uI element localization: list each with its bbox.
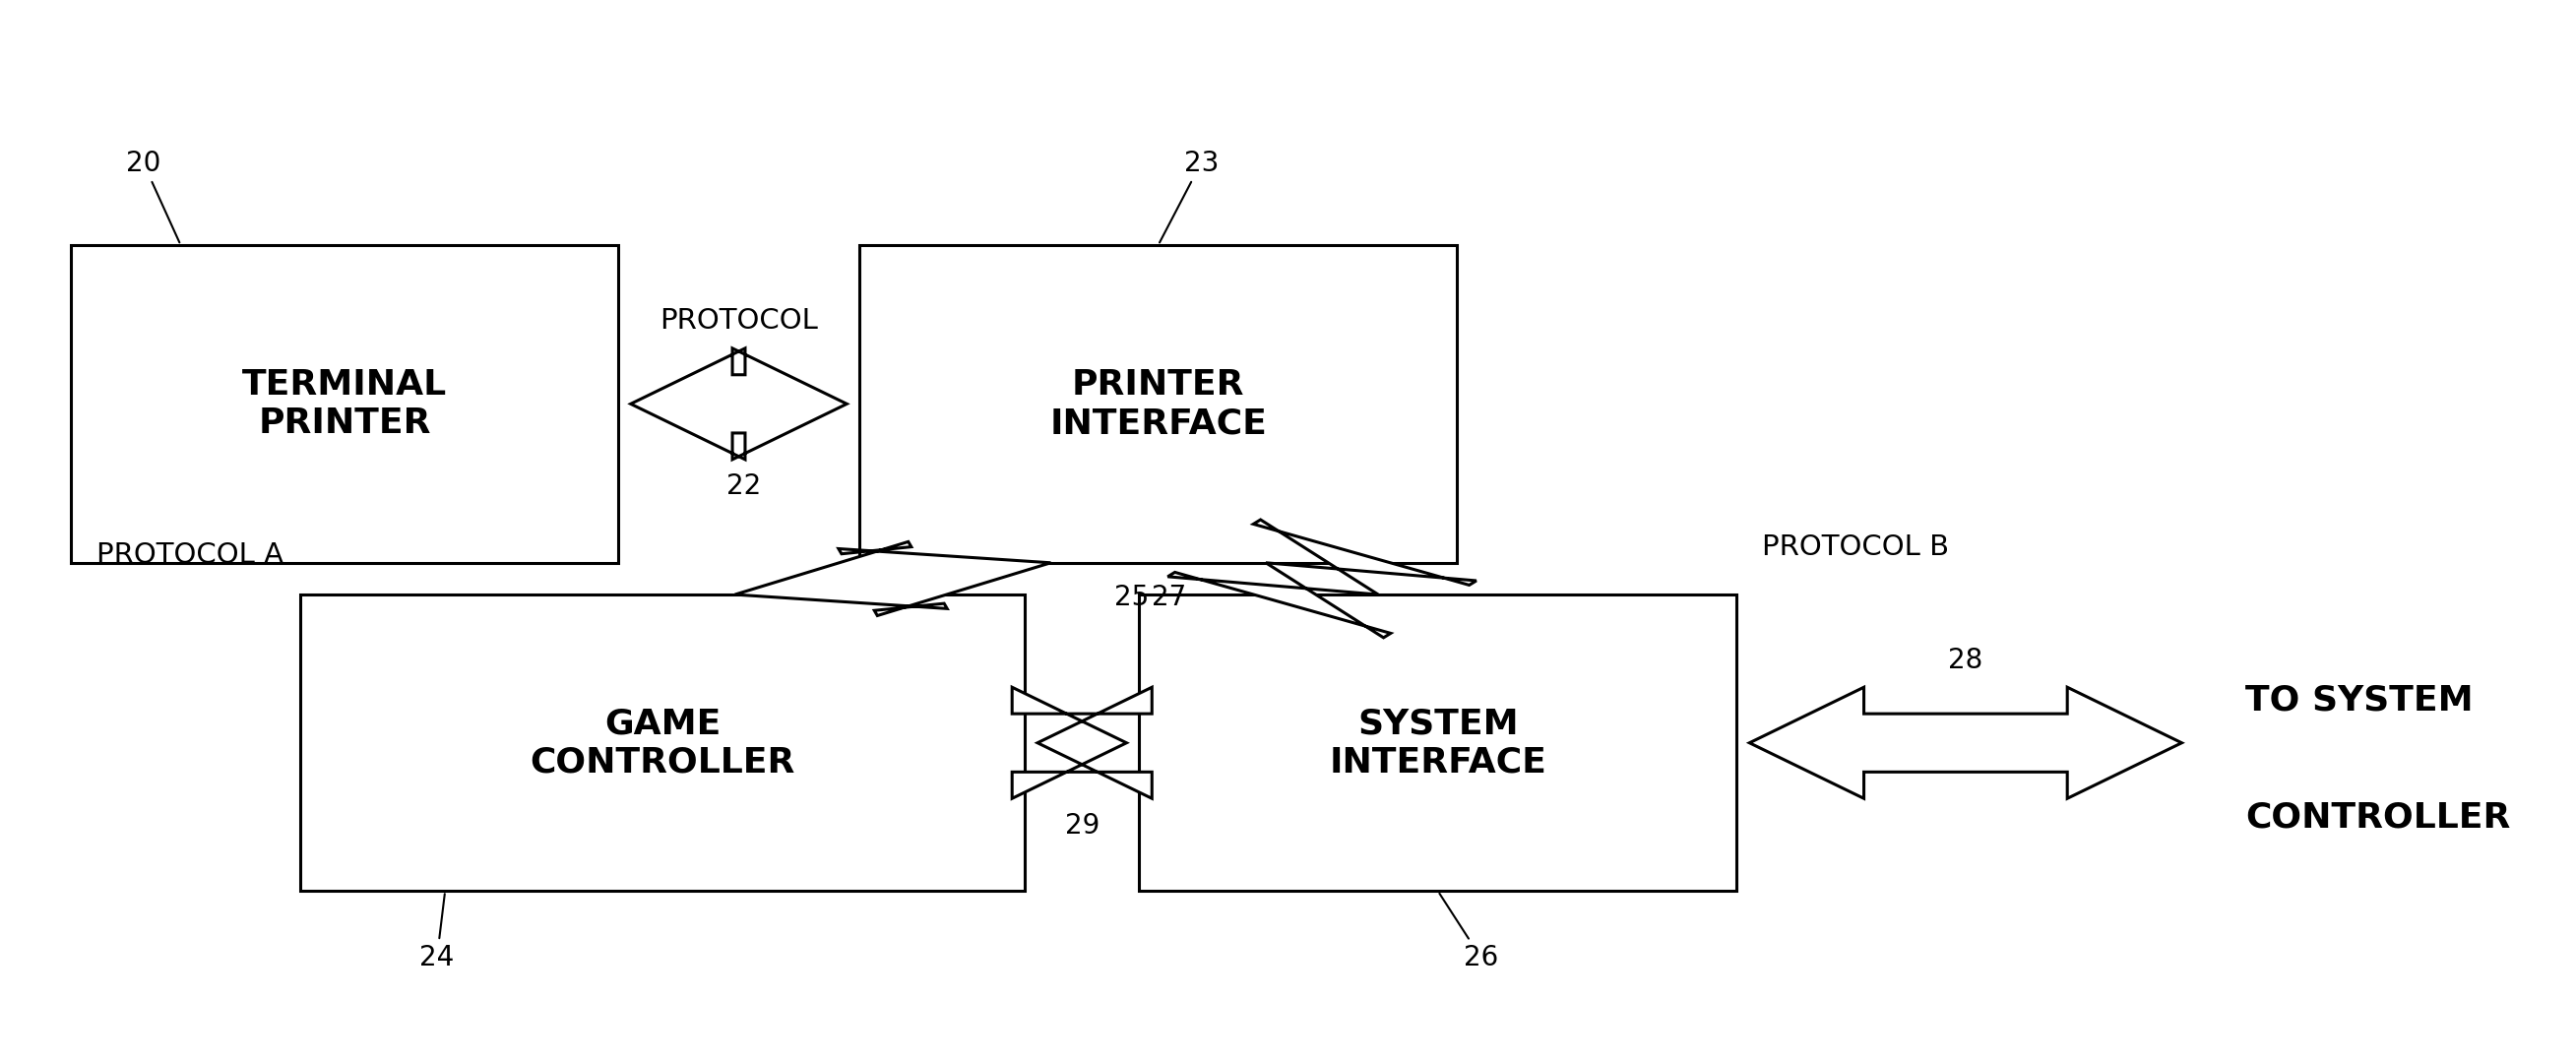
Text: 26: 26 [1440,893,1499,972]
Bar [301,595,1025,891]
Text: 24: 24 [420,894,453,972]
Polygon shape [734,542,1051,616]
Text: CONTROLLER: CONTROLLER [2246,801,2512,834]
Text: 23: 23 [1159,149,1218,242]
Polygon shape [1167,519,1476,637]
Text: 20: 20 [126,149,180,242]
Bar [860,245,1458,563]
Text: 29: 29 [1064,811,1100,839]
Text: GAME
CONTROLLER: GAME CONTROLLER [531,706,796,778]
Text: 22: 22 [726,473,760,500]
Text: SYSTEM
INTERFACE: SYSTEM INTERFACE [1329,706,1546,778]
Bar [1139,595,1736,891]
Text: 27: 27 [1151,584,1185,612]
Text: PROTOCOL A: PROTOCOL A [98,542,283,569]
Text: TO SYSTEM: TO SYSTEM [2246,684,2473,717]
Polygon shape [1012,687,1151,799]
Polygon shape [1749,687,2182,799]
Polygon shape [631,348,848,460]
Text: PROTOCOL B: PROTOCOL B [1762,533,1950,561]
Text: 28: 28 [1947,647,1984,674]
Text: 25: 25 [1115,584,1149,612]
Text: PRINTER
INTERFACE: PRINTER INTERFACE [1048,367,1267,440]
Text: PROTOCOL: PROTOCOL [659,308,819,335]
Bar [72,245,618,563]
Text: TERMINAL
PRINTER: TERMINAL PRINTER [242,367,448,440]
